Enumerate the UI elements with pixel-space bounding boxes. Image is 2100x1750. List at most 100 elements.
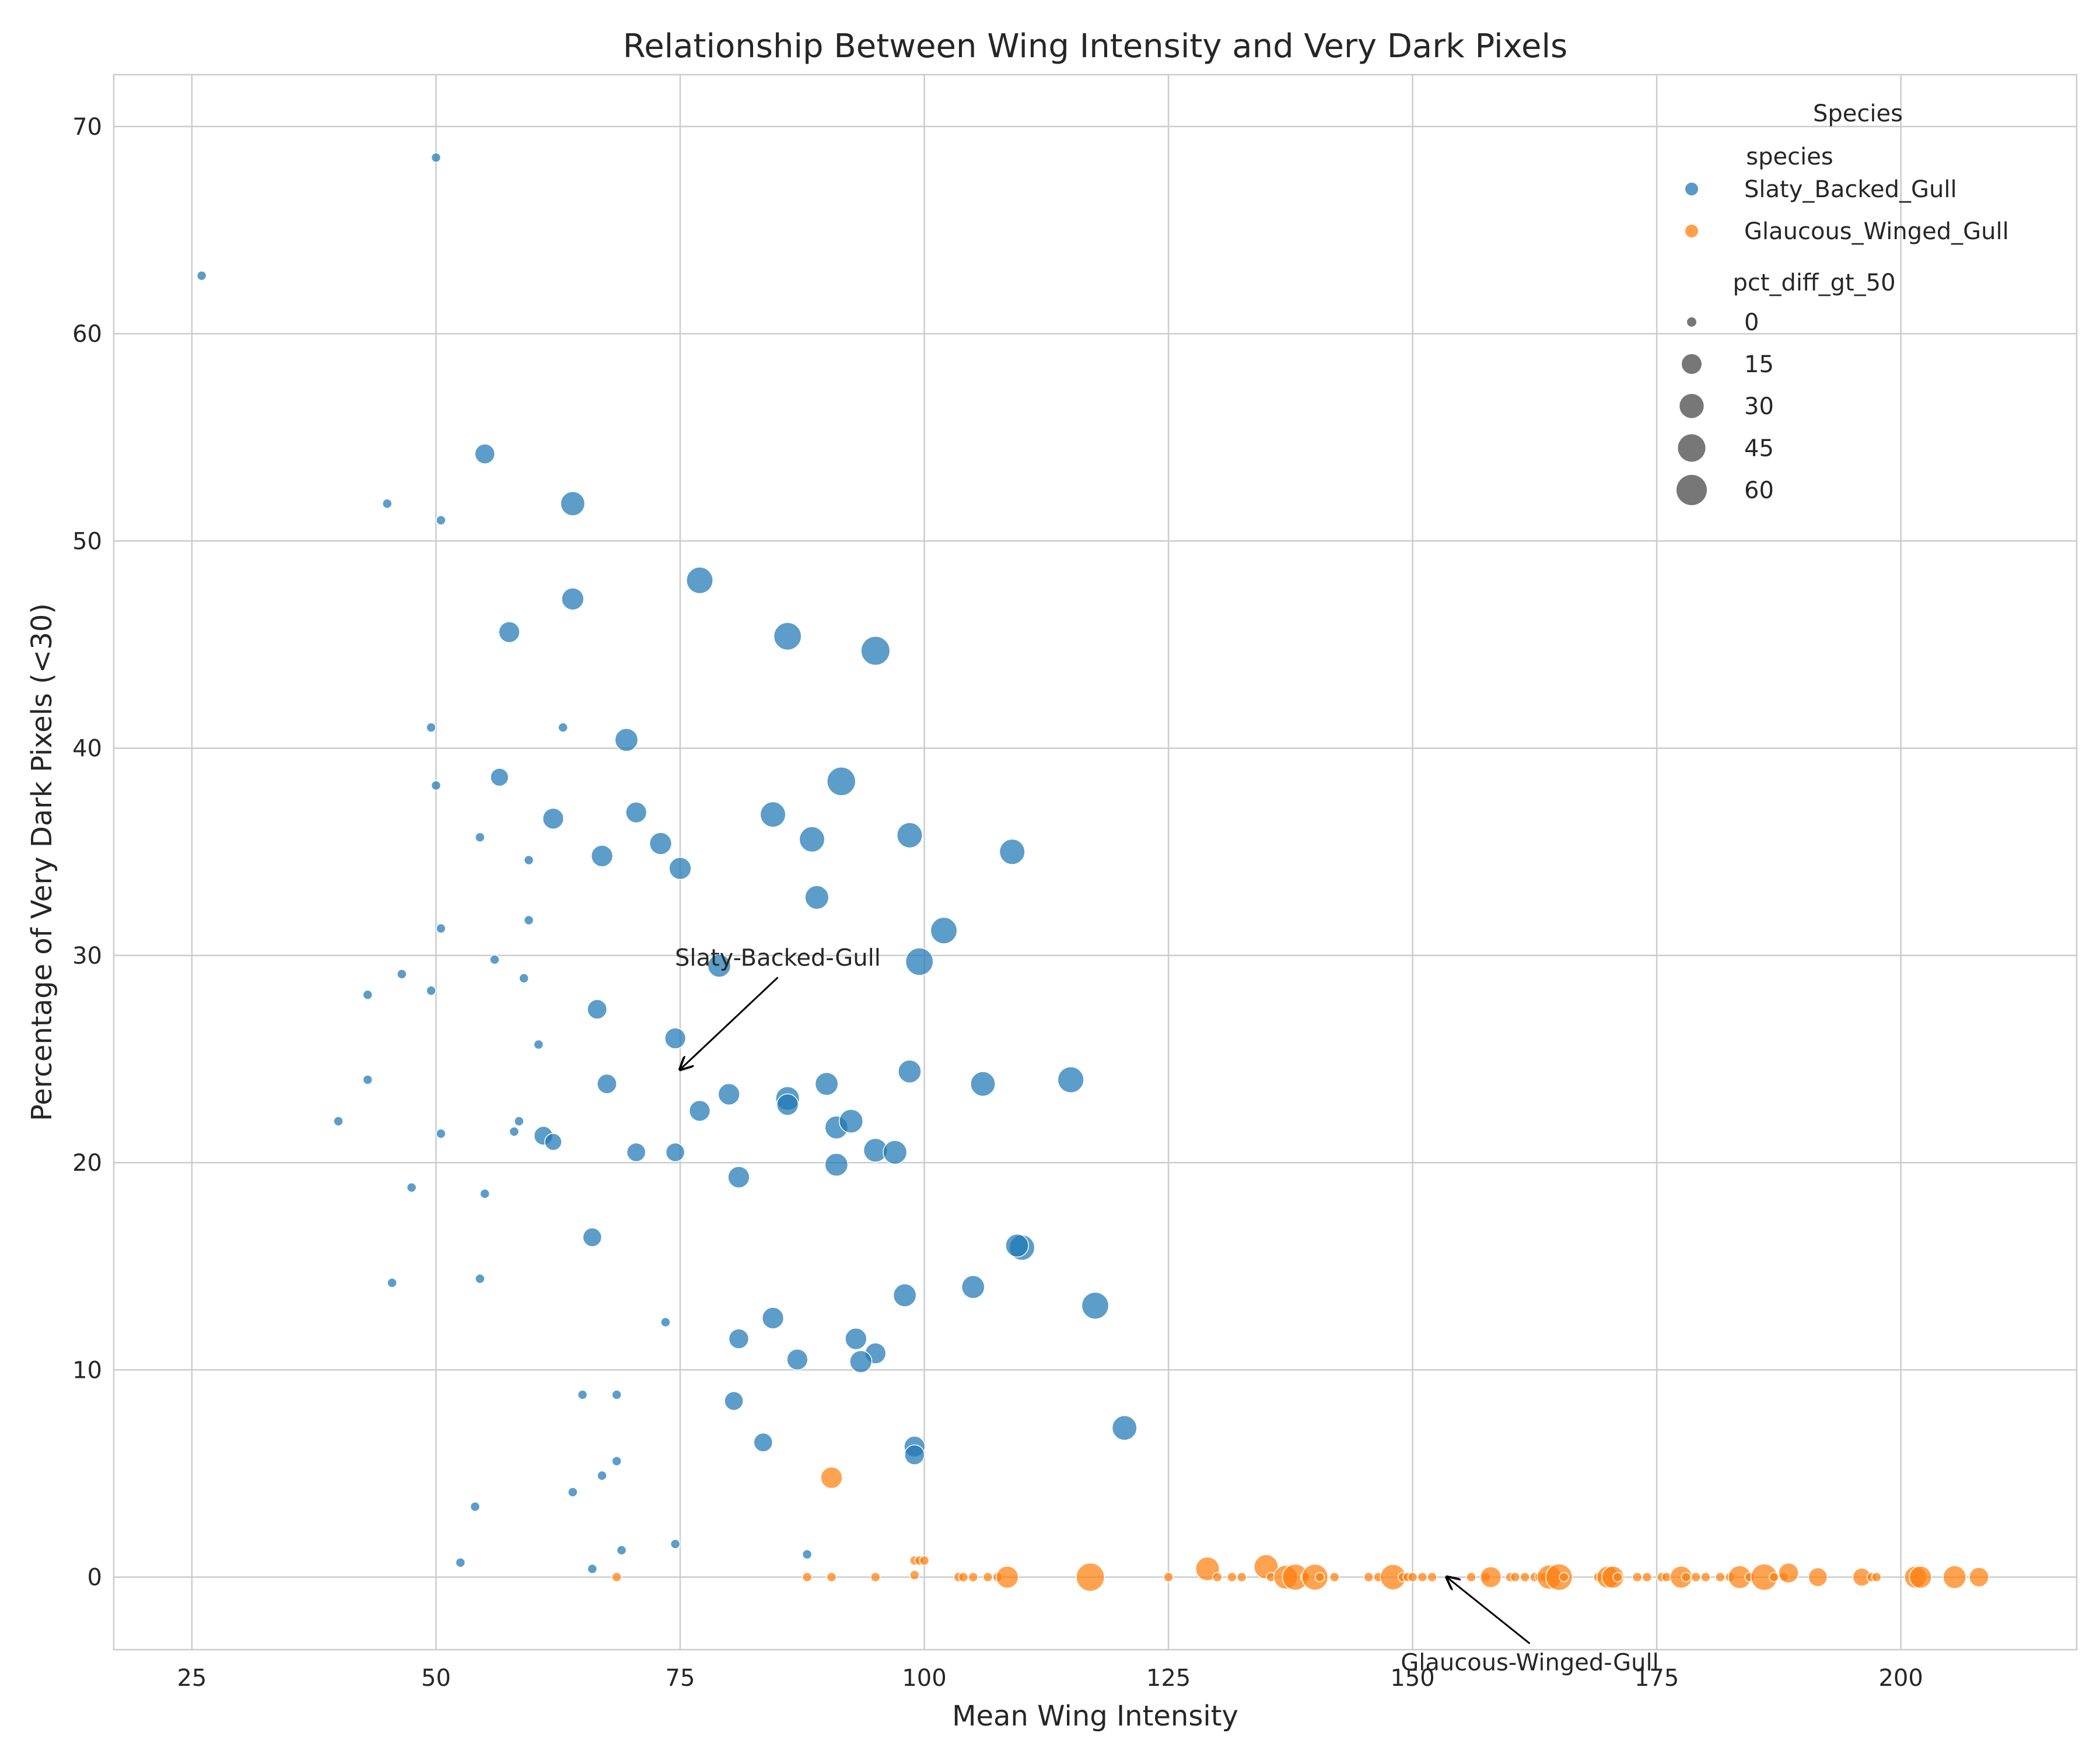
- data-point-slaty-backed-gull: [426, 985, 436, 996]
- data-point-slaty-backed-gull: [519, 973, 529, 984]
- plot-frame: [113, 74, 2078, 1651]
- data-point-slaty-backed-gull: [474, 443, 495, 464]
- data-point-slaty-backed-gull: [707, 954, 732, 978]
- data-point-glaucous-winged-gull: [1363, 1572, 1374, 1583]
- data-point-slaty-backed-gull: [760, 801, 786, 828]
- x-axis-label: Mean Wing Intensity: [952, 1700, 1238, 1732]
- x-tick-label: 50: [421, 1665, 451, 1692]
- legend-size-marker: [1682, 354, 1702, 374]
- data-point-slaty-backed-gull: [533, 1039, 544, 1050]
- y-tick-label: 30: [72, 943, 102, 970]
- data-point-slaty-backed-gull: [776, 1093, 799, 1116]
- data-point-glaucous-winged-gull: [1076, 1562, 1105, 1592]
- legend-size-marker: [1678, 434, 1706, 462]
- data-point-slaty-backed-gull: [514, 1116, 524, 1126]
- data-point-slaty-backed-gull: [1005, 1233, 1029, 1258]
- data-point-slaty-backed-gull: [523, 855, 534, 866]
- data-point-glaucous-winged-gull: [1681, 1572, 1692, 1583]
- annotation-arrow: [1447, 1577, 1531, 1644]
- data-point-slaty-backed-gull: [430, 152, 442, 163]
- y-tick-label: 50: [72, 528, 102, 555]
- legend-series-label: Glaucous_Winged_Gull: [1744, 218, 2009, 245]
- data-point-glaucous-winged-gull: [1969, 1567, 1990, 1588]
- legend-size-marker: [1676, 475, 1707, 505]
- data-point-slaty-backed-gull: [799, 826, 825, 853]
- data-point-slaty-backed-gull: [728, 1328, 750, 1349]
- data-point-slaty-backed-gull: [490, 768, 509, 787]
- data-point-slaty-backed-gull: [670, 1539, 681, 1549]
- data-point-slaty-backed-gull: [724, 1391, 744, 1411]
- data-point-slaty-backed-gull: [523, 915, 534, 926]
- data-point-slaty-backed-gull: [999, 838, 1026, 865]
- y-tick-label: 10: [72, 1357, 102, 1384]
- annotation-arrow: [680, 977, 779, 1070]
- data-point-slaty-backed-gull: [688, 1100, 711, 1122]
- y-axis-label: Percentage of Very Dark Pixels (<30): [26, 603, 58, 1121]
- data-point-slaty-backed-gull: [718, 1083, 740, 1106]
- data-point-glaucous-winged-gull: [826, 1572, 837, 1583]
- data-point-glaucous-winged-gull: [1700, 1572, 1711, 1583]
- data-point-slaty-backed-gull: [560, 491, 586, 516]
- data-point-glaucous-winged-gull: [820, 1466, 843, 1489]
- data-point-slaty-backed-gull: [568, 1487, 578, 1497]
- data-point-slaty-backed-gull: [824, 1153, 849, 1177]
- data-point-glaucous-winged-gull: [919, 1555, 930, 1566]
- data-point-slaty-backed-gull: [626, 1142, 646, 1163]
- data-point-slaty-backed-gull: [475, 832, 485, 843]
- data-point-slaty-backed-gull: [961, 1275, 985, 1299]
- data-point-slaty-backed-gull: [362, 1074, 373, 1085]
- data-point-slaty-backed-gull: [664, 1027, 687, 1049]
- data-point-slaty-backed-gull: [904, 1444, 925, 1465]
- legend-size-label: 0: [1744, 309, 1759, 336]
- data-point-slaty-backed-gull: [596, 1073, 617, 1094]
- data-point-slaty-backed-gull: [333, 1116, 344, 1126]
- data-point-glaucous-winged-gull: [1163, 1572, 1174, 1583]
- data-point-glaucous-winged-gull: [1329, 1572, 1340, 1583]
- legend-size-label: 15: [1744, 351, 1774, 378]
- data-point-glaucous-winged-gull: [1407, 1572, 1418, 1583]
- data-point-glaucous-winged-gull: [958, 1572, 969, 1583]
- x-tick-label: 200: [1878, 1665, 1923, 1692]
- legend-marker-glaucous-winged-gull: [1685, 225, 1698, 237]
- data-point-glaucous-winged-gull: [1642, 1572, 1653, 1583]
- data-point-slaty-backed-gull: [1057, 1066, 1084, 1094]
- data-point-slaty-backed-gull: [616, 1545, 627, 1556]
- data-point-glaucous-winged-gull: [1466, 1572, 1476, 1583]
- data-point-slaty-backed-gull: [761, 1307, 785, 1329]
- annotation-label: Slaty-Backed-Gull: [675, 945, 881, 972]
- data-point-slaty-backed-gull: [625, 802, 648, 824]
- x-tick-label: 125: [1146, 1665, 1191, 1692]
- data-point-slaty-backed-gull: [475, 1273, 485, 1284]
- data-point-slaty-backed-gull: [362, 989, 373, 1000]
- data-point-slaty-backed-gull: [905, 947, 934, 976]
- legend-size-label: 45: [1744, 435, 1774, 462]
- data-point-slaty-backed-gull: [611, 1455, 622, 1466]
- data-point-slaty-backed-gull: [753, 1432, 774, 1452]
- grid-lines: [114, 75, 2077, 1650]
- data-point-glaucous-winged-gull: [1715, 1572, 1726, 1583]
- data-point-slaty-backed-gull: [196, 270, 207, 281]
- legend-size-label: 30: [1744, 393, 1774, 420]
- legend-size-title: pct_diff_gt_50: [1732, 270, 1895, 296]
- data-point-slaty-backed-gull: [827, 766, 856, 796]
- data-point-glaucous-winged-gull: [1769, 1572, 1779, 1583]
- data-point-glaucous-winged-gull: [1871, 1572, 1882, 1583]
- data-point-slaty-backed-gull: [436, 1128, 446, 1139]
- data-point-slaty-backed-gull: [436, 515, 446, 526]
- data-point-glaucous-winged-gull: [1632, 1572, 1643, 1583]
- data-point-slaty-backed-gull: [542, 807, 564, 830]
- data-point-glaucous-winged-gull: [1808, 1567, 1828, 1587]
- data-point-slaty-backed-gull: [930, 916, 958, 944]
- legend-series-label: Slaty_Backed_Gull: [1744, 176, 1957, 203]
- data-point-glaucous-winged-gull: [1690, 1572, 1701, 1583]
- data-point-slaty-backed-gull: [587, 999, 608, 1020]
- y-tick-label: 40: [72, 736, 102, 762]
- data-point-slaty-backed-gull: [558, 722, 568, 733]
- data-point-glaucous-winged-gull: [996, 1566, 1019, 1589]
- y-tick-label: 60: [72, 321, 102, 348]
- data-point-slaty-backed-gull: [430, 780, 442, 791]
- data-point-slaty-backed-gull: [426, 722, 436, 733]
